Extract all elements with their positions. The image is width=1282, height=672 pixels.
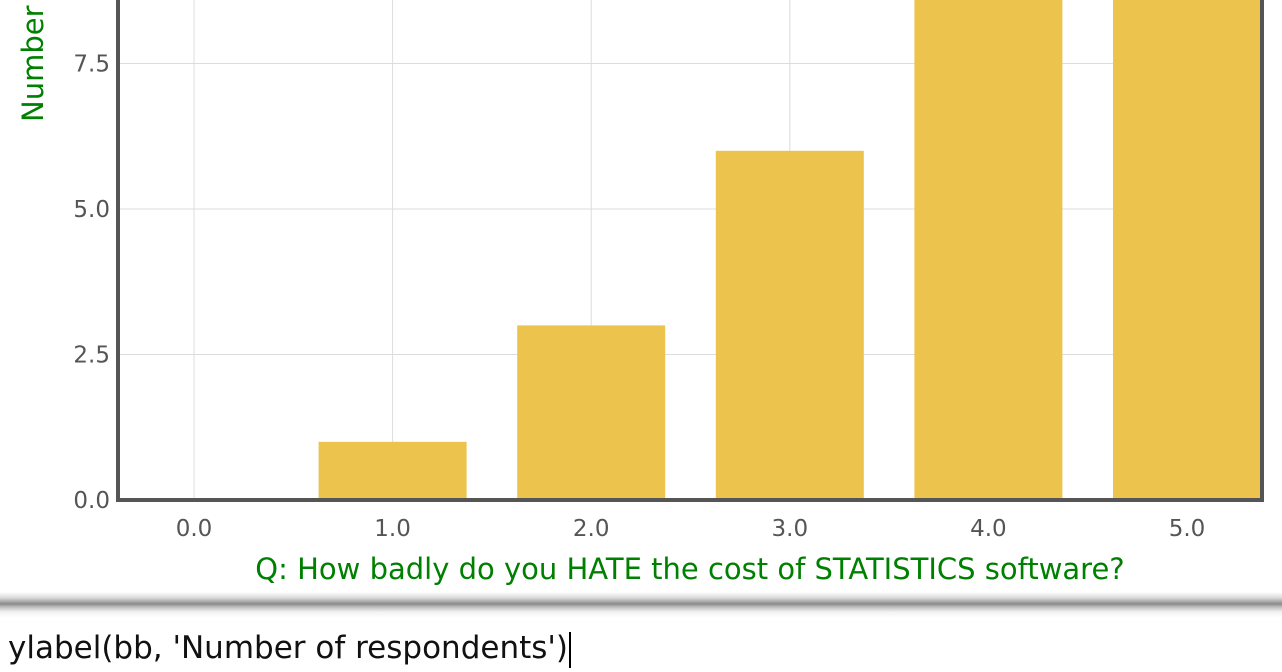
- x-axis-title: Q: How badly do you HATE the cost of STA…: [255, 552, 1124, 586]
- y-axis-title: Number: [16, 5, 50, 122]
- bar: [715, 150, 864, 501]
- bar: [1113, 0, 1261, 500]
- x-tick-label: 3.0: [772, 516, 809, 542]
- text-cursor: [569, 631, 572, 668]
- x-tick-label: 2.0: [573, 516, 610, 542]
- x-tick-label: 0.0: [176, 516, 213, 542]
- x-tick-label: 4.0: [970, 516, 1007, 542]
- bar: [517, 325, 666, 500]
- x-tick-label: 5.0: [1169, 516, 1206, 542]
- y-tick-label: 5.0: [73, 197, 110, 223]
- bars: [318, 0, 1261, 501]
- axes: [116, 0, 1264, 502]
- bar-chart: 0.0 1.0 2.0 3.0 4.0 5.0 0.0 2.5 5.0 7.5 Q: How ba…: [16, 0, 1264, 586]
- command-line[interactable]: ylabel(bb, 'Number of respondents'): [0, 624, 1282, 672]
- y-tick-label: 7.5: [73, 52, 110, 78]
- x-tick-label: 1.0: [374, 516, 411, 542]
- plot-window: 0.0 1.0 2.0 3.0 4.0 5.0 0.0 2.5 5.0 7.5 Q: How ba…: [16, 0, 1264, 586]
- y-tick-label: 2.5: [73, 343, 110, 369]
- command-text[interactable]: ylabel(bb, 'Number of respondents'): [8, 630, 569, 666]
- bar: [318, 441, 467, 500]
- pane-separator[interactable]: [0, 592, 1282, 624]
- grid: [118, 0, 1262, 501]
- bar: [914, 0, 1063, 500]
- tick-labels: 0.0 1.0 2.0 3.0 4.0 5.0 0.0 2.5 5.0 7.5: [73, 52, 1205, 543]
- y-tick-label: 0.0: [73, 488, 110, 514]
